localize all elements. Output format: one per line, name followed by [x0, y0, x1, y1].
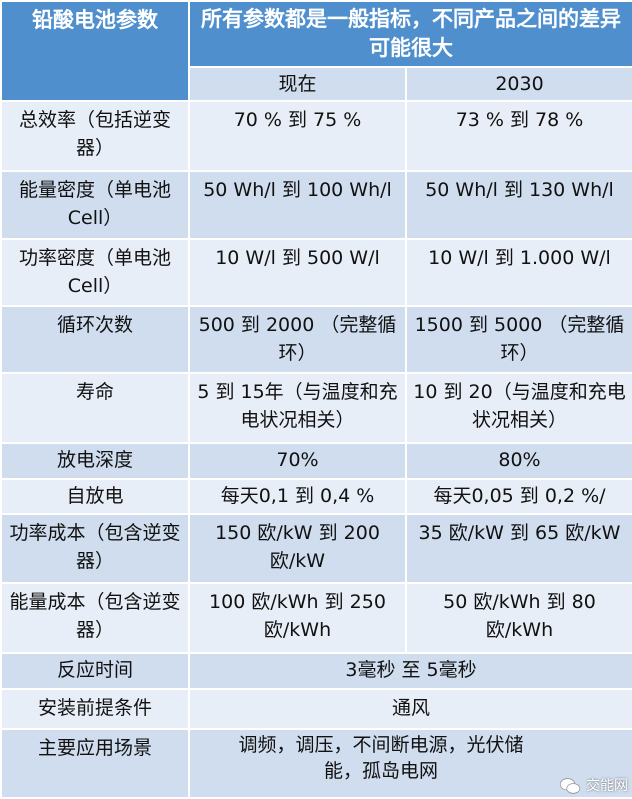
- param-cell: 寿命: [0, 372, 190, 444]
- param-cell: 自放电: [0, 478, 190, 515]
- now-cell: 500 到 2000 （完整循环）: [188, 305, 407, 374]
- table-row: 能量成本（包含逆变器） 100 欧/kWh 到 250 欧/kWh 50 欧/k…: [0, 582, 632, 654]
- table-row: 功率成本（包含逆变器） 150 欧/kW 到 200 欧/kW 35 欧/kW …: [0, 513, 632, 584]
- table-row: 循环次数 500 到 2000 （完整循环） 1500 到 5000 （完整循环…: [0, 305, 632, 374]
- table-row: 自放电 每天0,1 到 0,4 % 每天0,05 到 0,2 %/: [0, 478, 632, 515]
- param-cell: 功率密度（单电池Cell）: [0, 238, 190, 307]
- param-cell: 主要应用场景: [0, 728, 190, 799]
- merged-value-cell: 调频，调压，不间断电源，光伏储能，孤岛电网: [188, 728, 632, 799]
- future-cell: 10 到 20（与温度和充电状况相关）: [405, 372, 632, 444]
- future-cell: 1500 到 5000 （完整循环）: [405, 305, 632, 374]
- table-row: 安装前提条件 通风: [0, 688, 632, 730]
- wechat-icon: [559, 778, 581, 794]
- param-cell: 功率成本（包含逆变器）: [0, 513, 190, 584]
- future-cell: 80%: [405, 442, 632, 480]
- now-cell: 150 欧/kW 到 200 欧/kW: [188, 513, 407, 584]
- param-cell: 放电深度: [0, 442, 190, 480]
- param-cell: 反应时间: [0, 652, 190, 690]
- future-cell: 50 Wh/l 到 130 Wh/l: [405, 170, 632, 240]
- now-cell: 10 W/l 到 500 W/l: [188, 238, 407, 307]
- param-cell: 循环次数: [0, 305, 190, 374]
- merged-value-cell: 3毫秒 至 5毫秒: [188, 652, 632, 690]
- table-row: 反应时间 3毫秒 至 5毫秒: [0, 652, 632, 690]
- header-note: 所有参数都是一般指标，不同产品之间的差异可能很大: [188, 0, 632, 68]
- param-cell: 能量密度（单电池Cell）: [0, 170, 190, 240]
- future-cell: 35 欧/kW 到 65 欧/kW: [405, 513, 632, 584]
- table-row: 寿命 5 到 15年（与温度和充电状况相关） 10 到 20（与温度和充电状况相…: [0, 372, 632, 444]
- merged-value-cell: 通风: [188, 688, 632, 730]
- now-cell: 50 Wh/l 到 100 Wh/l: [188, 170, 407, 240]
- now-cell: 70%: [188, 442, 407, 480]
- future-cell: 每天0,05 到 0,2 %/: [405, 478, 632, 515]
- future-cell: 50 欧/kWh 到 80 欧/kWh: [405, 582, 632, 654]
- merged-value-text: 调频，调压，不间断电源，光伏储能，孤岛电网: [238, 734, 524, 782]
- now-cell: 100 欧/kWh 到 250 欧/kWh: [188, 582, 407, 654]
- param-cell: 安装前提条件: [0, 688, 190, 730]
- future-cell: 73 % 到 78 %: [405, 100, 632, 172]
- table-row: 放电深度 70% 80%: [0, 442, 632, 480]
- param-cell: 能量成本（包含逆变器）: [0, 582, 190, 654]
- param-cell: 总效率（包括逆变器）: [0, 100, 190, 172]
- table-row: 功率密度（单电池Cell） 10 W/l 到 500 W/l 10 W/l 到 …: [0, 238, 632, 307]
- now-cell: 70 % 到 75 %: [188, 100, 407, 172]
- table-row: 能量密度（单电池Cell） 50 Wh/l 到 100 Wh/l 50 Wh/l…: [0, 170, 632, 240]
- table-row: 总效率（包括逆变器） 70 % 到 75 % 73 % 到 78 %: [0, 100, 632, 172]
- now-cell: 5 到 15年（与温度和充电状况相关）: [188, 372, 407, 444]
- watermark: 交能网: [558, 777, 628, 795]
- header-now: 现在: [188, 66, 407, 102]
- table-row: 主要应用场景 调频，调压，不间断电源，光伏储能，孤岛电网: [0, 728, 632, 799]
- now-cell: 每天0,1 到 0,4 %: [188, 478, 407, 515]
- watermark-text: 交能网: [586, 778, 628, 794]
- header-param: 铅酸电池参数: [0, 0, 190, 102]
- future-cell: 10 W/l 到 1.000 W/l: [405, 238, 632, 307]
- header-2030: 2030: [405, 66, 632, 102]
